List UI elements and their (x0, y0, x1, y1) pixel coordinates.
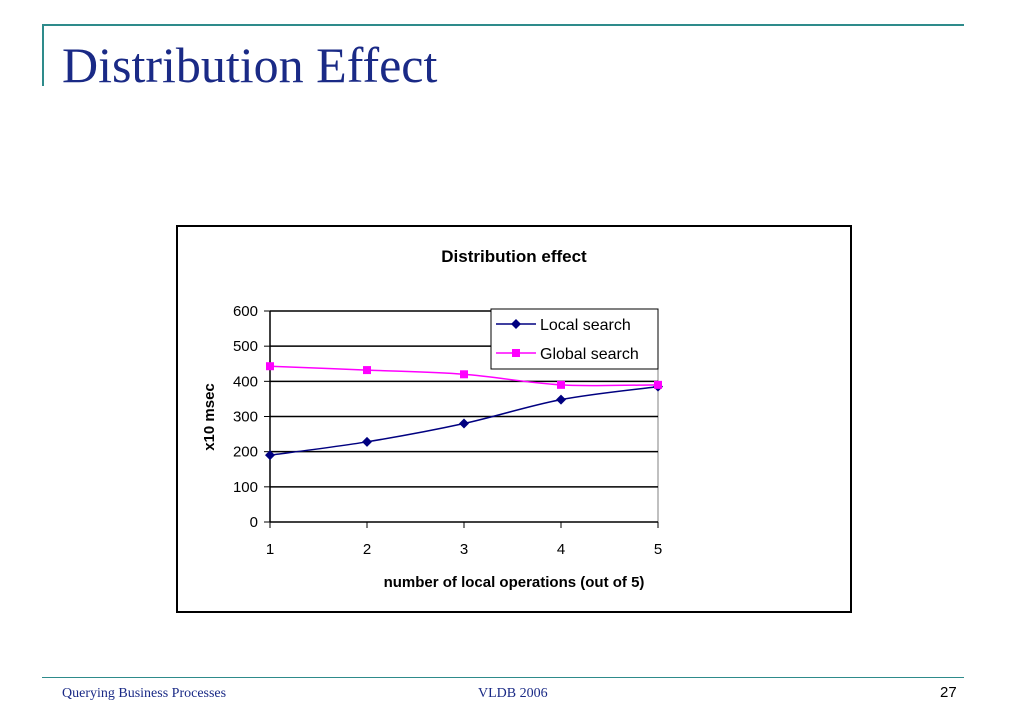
data-point-local-search (362, 436, 372, 447)
x-tick-label: 1 (266, 541, 274, 558)
y-tick-label: 300 (233, 409, 258, 426)
x-tick-label: 5 (654, 541, 662, 558)
data-point-local-search (556, 394, 566, 405)
y-tick-label: 100 (233, 479, 258, 496)
slide-title: Distribution Effect (62, 37, 438, 93)
legend-label-local: Local search (540, 317, 631, 334)
page-number: 27 (940, 684, 957, 701)
legend-marker-global (512, 349, 520, 357)
footer-presentation-title: Querying Business Processes (62, 686, 227, 701)
y-tick-label: 200 (233, 444, 258, 461)
y-tick-label: 400 (233, 373, 258, 390)
data-point-global-search (557, 380, 565, 389)
x-tick-label: 3 (460, 541, 468, 558)
title-accent-bar (42, 24, 44, 86)
y-axis-label: x10 msec (201, 383, 218, 451)
data-point-global-search (460, 370, 468, 379)
data-point-global-search (266, 362, 274, 371)
chart-title: Distribution effect (441, 247, 587, 266)
footer-conference: VLDB 2006 (478, 686, 548, 701)
x-tick-label: 4 (557, 541, 565, 558)
y-tick-label: 500 (233, 338, 258, 355)
data-point-global-search (363, 366, 371, 375)
footer-rule (42, 677, 964, 678)
legend: Local search Global search (490, 308, 659, 370)
legend-label-global: Global search (540, 346, 639, 363)
legend-box (490, 308, 659, 370)
data-point-global-search (654, 380, 662, 389)
line-chart: Distribution effect 0 100 200 300 400 500 600 1… (201, 247, 663, 591)
x-tick-label: 2 (363, 541, 371, 558)
chart-frame: Distribution effect 0 100 200 300 400 500 600 1… (176, 225, 852, 613)
x-axis-label: number of local operations (out of 5) (384, 574, 645, 591)
data-point-local-search (265, 450, 275, 461)
y-tick-label: 600 (233, 303, 258, 320)
data-point-local-search (459, 418, 469, 429)
legend-marker-local (511, 319, 521, 329)
y-tick-label: 0 (250, 514, 258, 531)
top-rule (42, 24, 964, 26)
